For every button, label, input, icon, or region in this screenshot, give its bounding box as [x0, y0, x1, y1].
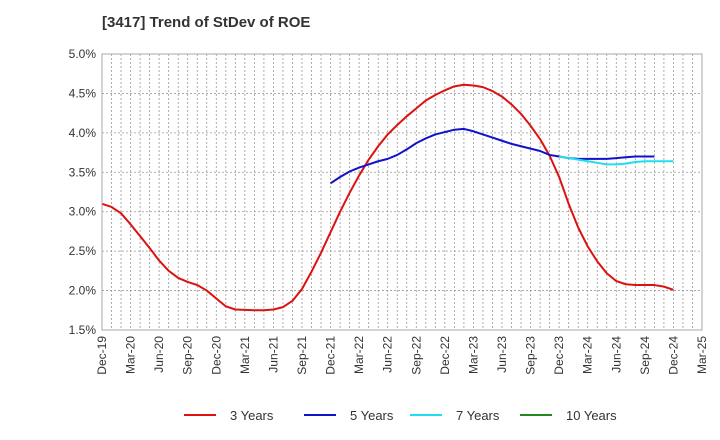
legend-label: 3 Years [230, 407, 274, 423]
x-tick-label: Dec-21 [324, 336, 338, 375]
x-tick-label: Jun-21 [266, 336, 280, 373]
legend-swatch [410, 414, 442, 416]
y-tick-label: 4.0% [69, 126, 97, 140]
legend: 3 Years 5 Years 7 Years 10 Years [0, 403, 720, 427]
x-tick-label: Mar-22 [352, 336, 366, 374]
legend-label: 5 Years [350, 407, 394, 423]
legend-swatch [304, 414, 336, 416]
x-tick-label: Dec-19 [95, 336, 109, 375]
legend-label: 7 Years [456, 407, 500, 423]
grid-lines [102, 54, 702, 330]
x-tick-label: Jun-23 [495, 336, 509, 373]
legend-swatch [184, 414, 216, 416]
y-tick-label: 3.0% [69, 205, 97, 219]
y-tick-label: 2.5% [69, 244, 97, 258]
legend-swatch [520, 414, 552, 416]
series-line-5-years [330, 127, 655, 185]
x-tick-label: Jun-24 [609, 336, 623, 373]
x-tick-label: Dec-23 [552, 336, 566, 375]
y-tick-label: 4.5% [69, 86, 97, 100]
x-tick-label: Sep-23 [524, 336, 538, 375]
x-tick-label: Dec-20 [209, 336, 223, 375]
x-tick-label: Dec-22 [438, 336, 452, 375]
series-lines [101, 83, 674, 312]
x-tick-label: Mar-23 [466, 336, 480, 374]
x-tick-label: Mar-21 [238, 336, 252, 374]
x-tick-label: Mar-25 [695, 336, 709, 374]
y-tick-label: 1.5% [69, 323, 97, 337]
legend-label: 10 Years [566, 407, 617, 423]
legend-item: 5 Years [304, 403, 393, 427]
legend-item: 3 Years [184, 403, 273, 427]
y-tick-label: 5.0% [69, 47, 97, 61]
x-tick-label: Dec-24 [666, 336, 680, 375]
y-tick-label: 2.0% [69, 284, 97, 298]
chart-title: [3417] Trend of StDev of ROE [102, 14, 311, 31]
x-tick-labels: Dec-19 Mar-20 Jun-20 Sep-20 Dec-20 Mar-21 Jun-… [95, 336, 709, 375]
x-tick-label: Mar-24 [581, 336, 595, 374]
x-tick-label: Sep-22 [409, 336, 423, 375]
legend-item: 10 Years [520, 403, 617, 427]
x-tick-label: Sep-21 [295, 336, 309, 375]
plot-frame [101, 53, 703, 331]
x-tick-label: Jun-20 [152, 336, 166, 373]
legend-item: 7 Years [410, 403, 499, 427]
x-tick-label: Sep-20 [181, 336, 195, 375]
x-tick-label: Jun-22 [381, 336, 395, 373]
y-tick-label: 3.5% [69, 165, 97, 179]
series-line-7-years [558, 155, 674, 166]
y-tick-labels: 1.5% 2.0% 2.5% 3.0% 3.5% 4.0% 4.5% 5.0% [69, 47, 97, 337]
x-tick-label: Mar-20 [124, 336, 138, 374]
series-line-3-years [101, 83, 674, 312]
x-tick-label: Sep-24 [638, 336, 652, 375]
